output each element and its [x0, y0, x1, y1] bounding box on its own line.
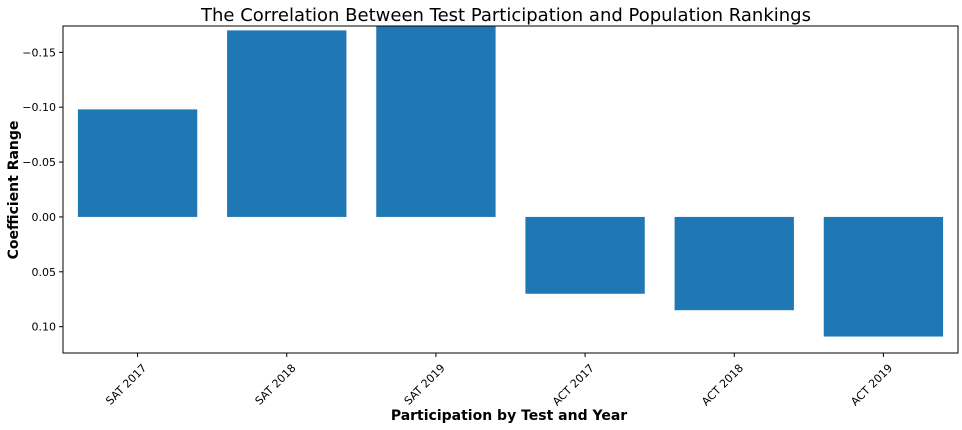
bar-sat-2017 — [77, 109, 198, 217]
y-axis-label: Coefficient Range — [6, 121, 22, 260]
y-tick-label: −0.15 — [22, 46, 56, 59]
x-tick-label: SAT 2017 — [103, 362, 149, 408]
y-tick-label: −0.05 — [22, 156, 56, 169]
bars-group — [77, 26, 944, 337]
x-axis: SAT 2017 SAT 2018 SAT 2019 ACT 2017 ACT 2018… — [103, 353, 895, 408]
bar-sat-2019 — [376, 26, 496, 217]
bar-sat-2018 — [227, 30, 347, 217]
y-tick-label: 0.05 — [32, 266, 57, 279]
y-tick-label: 0.00 — [32, 211, 57, 224]
x-axis-label: Participation by Test and Year — [391, 408, 627, 424]
y-axis: −0.15 −0.10 −0.05 0.00 0.05 0.10 — [22, 46, 63, 334]
x-tick-label: ACT 2017 — [550, 362, 597, 409]
x-tick-label: ACT 2019 — [848, 362, 895, 409]
x-tick-label: ACT 2018 — [699, 362, 746, 409]
plot-frame — [62, 25, 959, 354]
y-tick-label: 0.10 — [32, 321, 57, 334]
chart-title: The Correlation Between Test Participati… — [200, 5, 811, 26]
y-tick-label: −0.10 — [22, 101, 56, 114]
x-tick-label: SAT 2019 — [402, 362, 448, 408]
x-tick-label: SAT 2018 — [253, 362, 299, 408]
bar-act-2019 — [823, 216, 944, 337]
bar-act-2017 — [525, 216, 645, 294]
bar-act-2018 — [674, 216, 794, 311]
